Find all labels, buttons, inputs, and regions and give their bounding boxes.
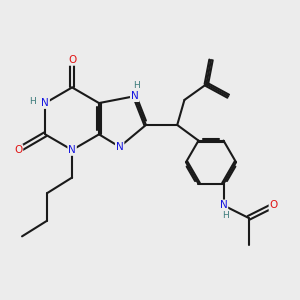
Text: N: N — [116, 142, 124, 152]
Text: O: O — [269, 200, 278, 210]
Text: N: N — [131, 91, 139, 101]
Text: O: O — [14, 145, 22, 155]
Text: H: H — [222, 211, 229, 220]
Text: N: N — [68, 145, 76, 155]
Text: N: N — [220, 200, 227, 210]
Text: H: H — [29, 97, 35, 106]
Text: O: O — [68, 55, 76, 65]
Text: N: N — [41, 98, 49, 108]
Text: H: H — [133, 81, 140, 90]
